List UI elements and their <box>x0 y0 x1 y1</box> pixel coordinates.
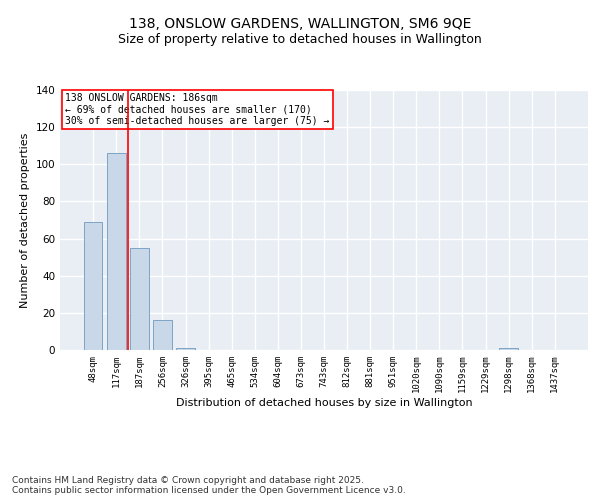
Bar <box>84 222 103 350</box>
X-axis label: Distribution of detached houses by size in Wallington: Distribution of detached houses by size … <box>176 398 472 408</box>
Text: 138, ONSLOW GARDENS, WALLINGTON, SM6 9QE: 138, ONSLOW GARDENS, WALLINGTON, SM6 9QE <box>129 18 471 32</box>
Bar <box>130 248 149 350</box>
Bar <box>176 348 195 350</box>
Bar <box>153 320 172 350</box>
Text: Size of property relative to detached houses in Wallington: Size of property relative to detached ho… <box>118 32 482 46</box>
Text: Contains HM Land Registry data © Crown copyright and database right 2025.
Contai: Contains HM Land Registry data © Crown c… <box>12 476 406 495</box>
Bar <box>107 153 125 350</box>
Bar <box>499 348 518 350</box>
Text: 138 ONSLOW GARDENS: 186sqm
← 69% of detached houses are smaller (170)
30% of sem: 138 ONSLOW GARDENS: 186sqm ← 69% of deta… <box>65 92 329 126</box>
Y-axis label: Number of detached properties: Number of detached properties <box>20 132 30 308</box>
